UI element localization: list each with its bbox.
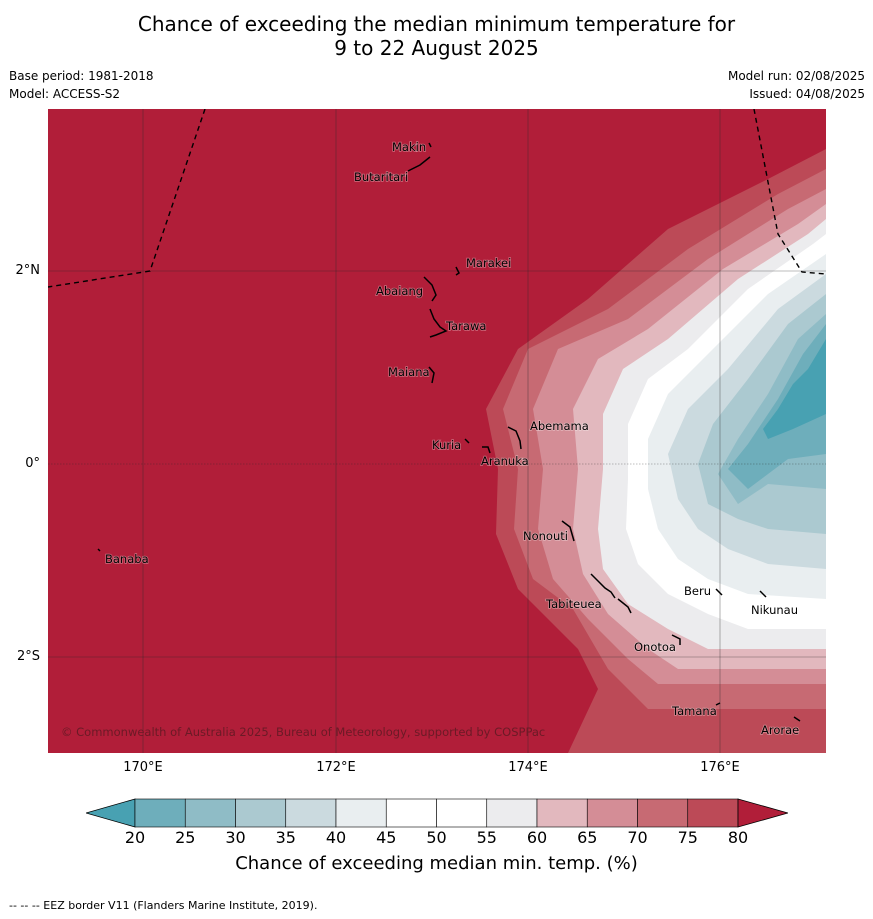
place-kuria: Kuria <box>432 438 461 452</box>
place-tamana: Tamana <box>671 704 717 718</box>
colorbar-tick-label: 40 <box>325 828 347 847</box>
place-marakei: Marakei <box>466 256 511 270</box>
place-tarawa: Tarawa <box>445 319 486 333</box>
colorbar-tick-label: 80 <box>727 828 749 847</box>
place-makin: Makin <box>392 140 426 154</box>
lat-label-2s: 2°S <box>16 649 40 664</box>
lon-label-170e: 170°E <box>123 760 163 775</box>
lon-label-174e: 174°E <box>508 760 548 775</box>
colorbar <box>86 798 788 828</box>
band-20 <box>763 339 826 439</box>
colorbar-segment <box>536 798 588 828</box>
issued-date: Issued: 04/08/2025 <box>749 87 865 101</box>
colorbar-tick-label: 50 <box>426 828 447 847</box>
lon-label-172e: 172°E <box>316 760 356 775</box>
colorbar-tick-label: 65 <box>577 828 598 847</box>
eez-footnote: -- -- -- EEZ border V11 (Flanders Marine… <box>9 899 318 912</box>
title-line-2: 9 to 22 August 2025 <box>334 36 539 60</box>
place-onotoa: Onotoa <box>634 640 676 654</box>
colorbar-tick-label: 70 <box>627 828 648 847</box>
eez-borders <box>48 109 826 288</box>
lat-label-0: 0° <box>25 456 40 471</box>
place-abemama: Abemama <box>530 419 589 433</box>
place-banaba: Banaba <box>105 552 149 566</box>
band-25 <box>728 324 826 489</box>
colorbar-tick-label: 30 <box>225 828 246 847</box>
graticule <box>48 109 826 753</box>
meta-right: Model run: 02/08/2025 Issued: 04/08/2025 <box>728 67 865 103</box>
place-aranuka: Aranuka <box>481 454 529 468</box>
colorbar-tick-label: 60 <box>526 828 548 847</box>
place-abaiang: Abaiang <box>376 284 423 298</box>
place-butaritari: Butaritari <box>354 170 408 184</box>
map-panel: Makin Butaritari Marakei Abaiang Tarawa … <box>48 109 826 753</box>
place-maiana: Maiana <box>388 365 430 379</box>
colorbar-extend-high <box>737 798 788 828</box>
colorbar-tick-label: 20 <box>124 828 146 847</box>
copyright-notice: © Commonwealth of Australia 2025, Bureau… <box>61 725 545 739</box>
colorbar-segment <box>285 798 337 828</box>
place-tabiteuea: Tabiteuea <box>545 597 602 611</box>
colorbar-segment <box>335 798 387 828</box>
lat-label-2n: 2°N <box>15 263 41 278</box>
islands <box>97 142 801 722</box>
contour-bands <box>486 149 826 753</box>
colorbar-segment <box>184 798 236 828</box>
lon-label-176e: 176°E <box>700 760 740 775</box>
place-beru: Beru <box>684 584 711 598</box>
colorbar-extend-low <box>86 798 136 828</box>
colorbar-segment <box>436 798 488 828</box>
colorbar-segment <box>687 798 739 828</box>
colorbar-tick-label: 25 <box>175 828 196 847</box>
model-run: Model run: 02/08/2025 <box>727 69 865 83</box>
colorbar-segment <box>385 798 437 828</box>
meta-left: Base period: 1981-2018 Model: ACCESS-S2 <box>9 67 154 103</box>
colorbar-segment <box>134 798 186 828</box>
colorbar-tick-label: 45 <box>376 828 397 847</box>
model-name: Model: ACCESS-S2 <box>9 87 121 101</box>
place-labels: Makin Butaritari Marakei Abaiang Tarawa … <box>104 139 800 738</box>
colorbar-tick-label: 35 <box>275 828 296 847</box>
colorbar-segment <box>235 798 287 828</box>
colorbar-segment <box>486 798 538 828</box>
colorbar-label: Chance of exceeding median min. temp. (%… <box>235 853 638 874</box>
colorbar-segments <box>86 798 788 828</box>
place-nonouti: Nonouti <box>523 529 568 543</box>
map-title: Chance of exceeding the median minimum t… <box>0 12 873 60</box>
colorbar-segment <box>637 798 689 828</box>
colorbar-segment <box>586 798 638 828</box>
place-arorae: Arorae <box>761 723 799 737</box>
place-nikunau: Nikunau <box>751 603 798 617</box>
title-line-1: Chance of exceeding the median minimum t… <box>137 12 736 36</box>
colorbar-tick-label: 75 <box>677 828 698 847</box>
colorbar-tick-label: 55 <box>476 828 497 847</box>
base-period: Base period: 1981-2018 <box>9 69 154 83</box>
